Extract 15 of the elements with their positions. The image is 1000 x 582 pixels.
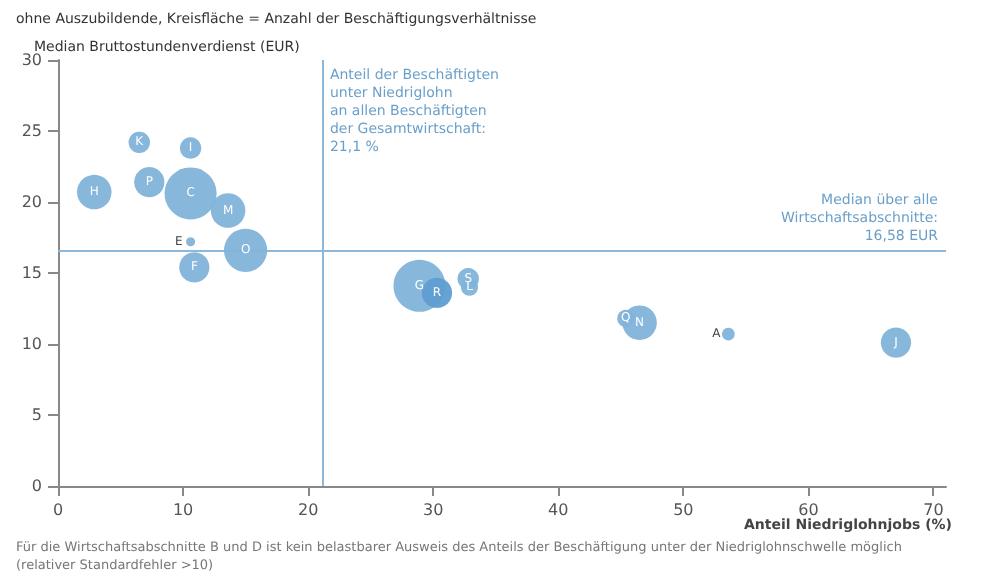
x-tick-label: 10 xyxy=(172,501,194,519)
y-tick-label: 5 xyxy=(31,406,42,424)
y-tick-label: 15 xyxy=(21,264,42,282)
x-tick-label: 30 xyxy=(423,501,444,519)
x-tick-label: 0 xyxy=(52,501,64,519)
x-tick-label: 40 xyxy=(548,501,569,519)
y-tick-label: 30 xyxy=(21,51,42,69)
x-tick-label: 20 xyxy=(297,501,319,519)
x-tick-label: 50 xyxy=(673,501,694,519)
y-tick-label: 20 xyxy=(21,193,42,211)
y-tick-label: 10 xyxy=(21,335,42,353)
x-tick-label: 60 xyxy=(798,501,819,519)
y-tick-label: 0 xyxy=(31,477,42,495)
x-tick-label: 70 xyxy=(923,501,944,519)
y-tick-label: 25 xyxy=(21,122,42,140)
